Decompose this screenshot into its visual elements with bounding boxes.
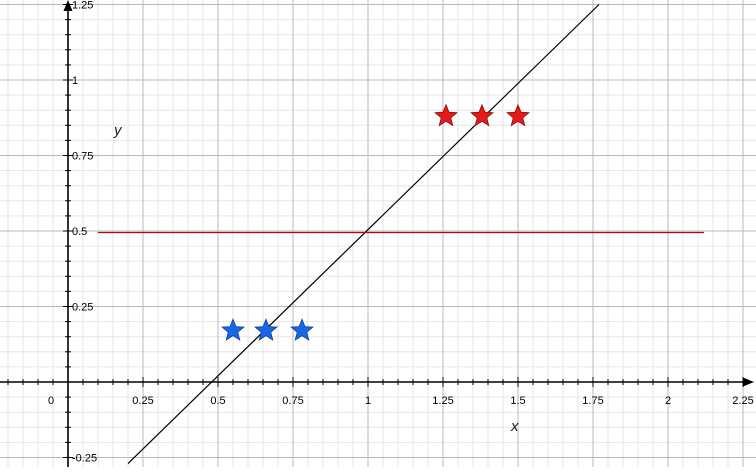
x-axis-arrow-icon: [743, 377, 754, 387]
x-tick-label: 0.25: [132, 395, 153, 407]
tick-labels: 0 0.25 0.5 0.75 1 1.25 1.5 1.75 2 2.25 -0.25 0.25 0.…: [48, 0, 754, 465]
diagonal-line: [127, 4, 600, 464]
y-axis-arrow-icon: [63, 0, 73, 11]
x-tick-label: 2.25: [732, 395, 753, 407]
plot-lines: [98, 4, 704, 464]
x-axis-label: x: [510, 418, 519, 435]
y-tick-label: 1: [72, 75, 78, 87]
red-star-point: [434, 103, 458, 127]
y-tick-label: 0.25: [72, 302, 93, 314]
x-tick-label: 2: [665, 395, 671, 407]
data-markers: [221, 103, 530, 341]
x-tick-label: 1.75: [582, 395, 603, 407]
x-tick-label: 0.5: [210, 395, 225, 407]
blue-star-point: [290, 318, 314, 341]
red-star-point: [506, 103, 530, 127]
x-tick-label: 1: [365, 395, 371, 407]
x-tick-label: 0: [48, 395, 54, 407]
red-star-point: [470, 103, 494, 127]
y-tick-label: 0.75: [72, 151, 93, 163]
y-axis-label: y: [113, 122, 123, 139]
blue-star-point: [221, 318, 245, 341]
x-tick-label: 1.5: [510, 395, 525, 407]
x-tick-label: 1.25: [432, 395, 453, 407]
y-tick-label: -0.25: [72, 453, 97, 465]
y-tick-label: 1.25: [72, 0, 93, 12]
blue-star-point: [254, 318, 278, 341]
x-tick-label: 0.75: [282, 395, 303, 407]
y-tick-label: 0.5: [72, 226, 87, 238]
